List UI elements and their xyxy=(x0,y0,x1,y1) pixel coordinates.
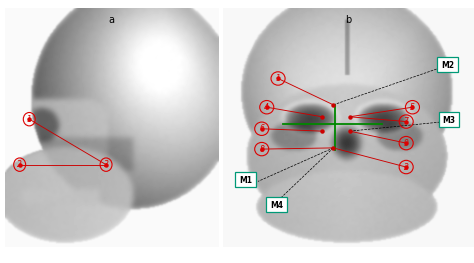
Text: 6: 6 xyxy=(259,124,264,133)
Text: b: b xyxy=(345,15,352,25)
Text: M2: M2 xyxy=(441,61,454,70)
FancyBboxPatch shape xyxy=(266,198,287,212)
Text: 5: 5 xyxy=(410,103,415,112)
Text: a: a xyxy=(109,15,114,25)
FancyBboxPatch shape xyxy=(438,113,459,127)
Text: M1: M1 xyxy=(239,176,252,185)
Text: 1: 1 xyxy=(275,74,281,83)
FancyBboxPatch shape xyxy=(438,57,458,72)
Text: 3: 3 xyxy=(104,160,109,169)
Text: M4: M4 xyxy=(270,201,283,210)
Text: 8: 8 xyxy=(259,145,264,154)
Text: 9: 9 xyxy=(404,139,409,148)
Text: M3: M3 xyxy=(442,116,456,125)
Text: 4: 4 xyxy=(264,103,269,112)
Text: 1: 1 xyxy=(27,115,32,124)
FancyBboxPatch shape xyxy=(235,172,255,187)
Text: 2: 2 xyxy=(17,160,22,169)
Text: 2: 2 xyxy=(404,163,409,171)
Text: 7: 7 xyxy=(404,117,409,126)
